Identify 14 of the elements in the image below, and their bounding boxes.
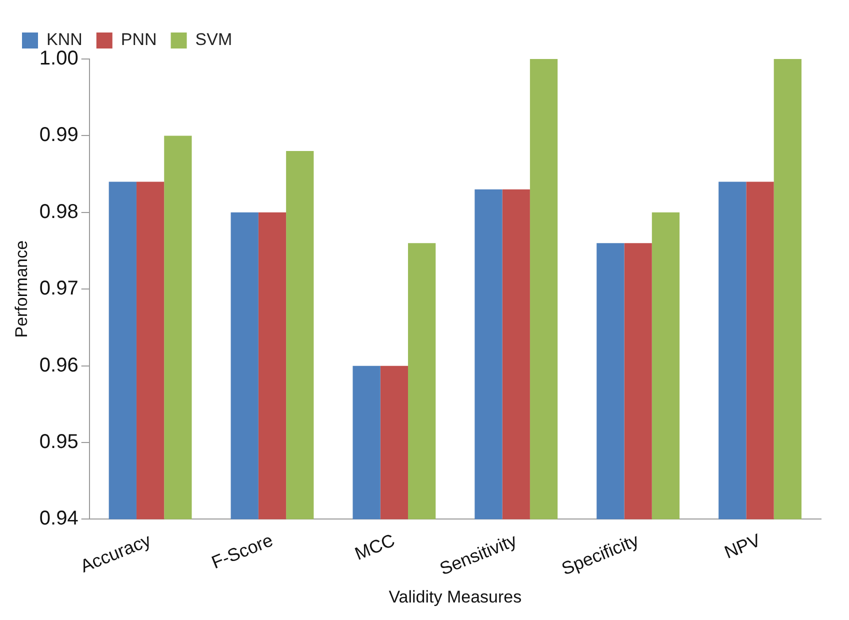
x-tick-label: NPV (722, 530, 764, 562)
x-tick-label: MCC (352, 530, 398, 564)
y-tick-label: 0.96 (39, 354, 78, 376)
y-tick-label: 0.95 (39, 431, 78, 454)
legend-label: SVM (195, 30, 232, 50)
legend-label: KNN (46, 30, 82, 50)
y-tick-label: 1.00 (39, 48, 78, 70)
y-tick-label: 0.99 (39, 124, 78, 146)
y-tick-label: 0.98 (39, 200, 78, 223)
y-tick-label: 0.94 (39, 508, 78, 530)
y-axis-title: Performance (12, 240, 31, 338)
y-tick-label: 0.97 (39, 278, 78, 300)
legend-label: PNN (120, 30, 157, 50)
x-axis-title: Validity Measures (388, 587, 522, 606)
